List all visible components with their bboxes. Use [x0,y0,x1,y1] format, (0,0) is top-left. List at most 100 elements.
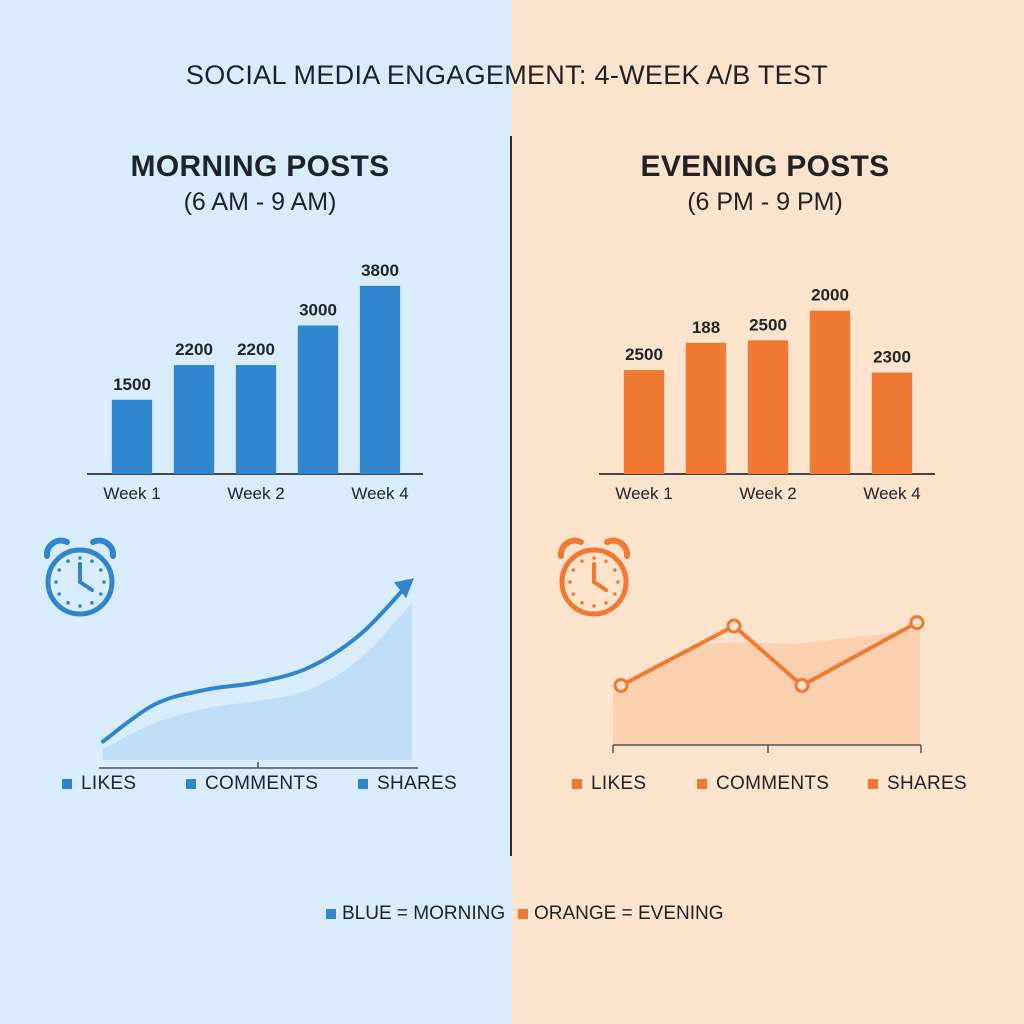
alarm-clock-icon [557,537,631,617]
bar-value-label: 2500 [625,345,663,364]
legend-item-shares: SHARES [358,773,457,795]
page-title: SOCIAL MEDIA ENGAGEMENT: 4-WEEK A/B TEST [185,60,829,90]
clock-tick [54,580,58,584]
color-key-morning: BLUE = MORNING [326,903,505,925]
clock-tick [57,592,62,596]
clock-tick [78,604,82,608]
legend-swatch [62,779,72,789]
x-tick-label: Week 4 [863,484,920,503]
trend-point [794,678,810,693]
morning-panel-title: MORNING POSTS (6 AM - 9 AM) [40,150,480,217]
bar [235,365,277,474]
clock-tick [604,559,608,564]
legend-label: SHARES [377,773,457,794]
clock-tick [616,580,620,584]
bar-value-label: 2200 [237,340,275,359]
legend-swatch [697,779,707,789]
clock-tick [57,568,62,572]
trend-line [101,582,410,744]
x-tick-label: Week 1 [103,484,160,503]
clock-tick [571,592,576,596]
x-tick-label: Week 2 [227,484,284,503]
clock-tick [571,568,576,572]
trend-area [613,629,920,745]
bar [359,285,401,474]
alarm-clock-icon [43,537,117,617]
legend-item-likes: LIKES [572,773,646,795]
legend-label: BLUE = MORNING [342,903,506,924]
x-tick-label: Week 2 [739,484,796,503]
x-tick-label: Week 1 [615,484,672,503]
evening-trend-chart [612,615,925,753]
morning-subtitle: (6 AM - 9 AM) [183,188,337,216]
bar [747,340,789,474]
bar [173,365,215,474]
legend-label: LIKES [591,773,647,794]
clock-tick [612,592,617,596]
clock-tick [98,568,103,572]
evening-panel-title: EVENING POSTS (6 PM - 9 PM) [545,150,985,217]
trend-point [726,618,742,634]
trend-point [613,678,629,693]
bar [685,342,727,474]
evening-panel-background [512,0,1024,1024]
trend-area [103,602,412,760]
clock-tick [90,600,94,605]
legend-item-likes: LIKES [62,773,136,795]
clock-tick [580,600,584,605]
bar [111,399,153,474]
bar [871,372,913,474]
legend-swatch [358,779,368,789]
legend-swatch [186,779,196,789]
legend-item-comments: COMMENTS [186,773,318,795]
clock-tick [592,604,596,608]
color-key-evening: ORANGE = EVENING [518,903,724,925]
legend-item-shares: SHARES [868,773,967,795]
bar [297,325,339,474]
bar [809,310,851,474]
legend-swatch [868,779,878,789]
clock-tick [604,600,608,605]
bar-value-label: 2500 [749,315,787,334]
bar-value-label: 2300 [873,348,911,367]
clock-tick [612,568,617,572]
evening-subtitle: (6 PM - 9 PM) [687,188,843,216]
bar-value-label: 3000 [299,301,337,320]
clock-tick [90,559,94,564]
clock-tick [78,556,82,560]
legend-label: ORANGE = EVENING [534,903,724,924]
legend-label: COMMENTS [205,773,319,794]
bar-value-label: 2200 [175,340,213,359]
trend-line [620,620,918,688]
legend-swatch [518,909,528,919]
bar-value-label: 188 [692,318,720,337]
clock-tick [102,580,106,584]
morning-trend-chart [99,578,418,769]
evening-bar-chart: 2500 Week 1 188 2500 Week 2 2000 2300 Week 4 [599,286,935,503]
bar-value-label: 2000 [811,286,849,305]
bar [623,370,665,474]
legend-swatch [572,779,582,789]
legend-label: SHARES [887,773,967,794]
clock-tick [580,559,584,564]
clock-tick [66,559,70,564]
clock-tick [592,556,596,560]
morning-panel-background [0,0,512,1024]
legend-swatch [326,909,336,919]
morning-title: MORNING POSTS [130,150,390,183]
bar-value-label: 1500 [113,375,151,394]
evening-title: EVENING POSTS [640,150,890,183]
clock-tick [98,592,103,596]
trend-point [909,615,925,631]
morning-bar-chart: 1500 Week 1 2200 2200 Week 2 3000 3800 Week 4 [87,261,423,503]
panel-divider [510,136,512,856]
legend-item-comments: COMMENTS [697,773,829,795]
clock-tick [66,600,70,605]
legend-label: COMMENTS [716,773,830,794]
legend-label: LIKES [81,773,137,794]
trend-arrowhead [394,578,414,599]
clock-tick [568,580,572,584]
bar-value-label: 3800 [361,261,399,280]
x-tick-label: Week 4 [351,484,408,503]
